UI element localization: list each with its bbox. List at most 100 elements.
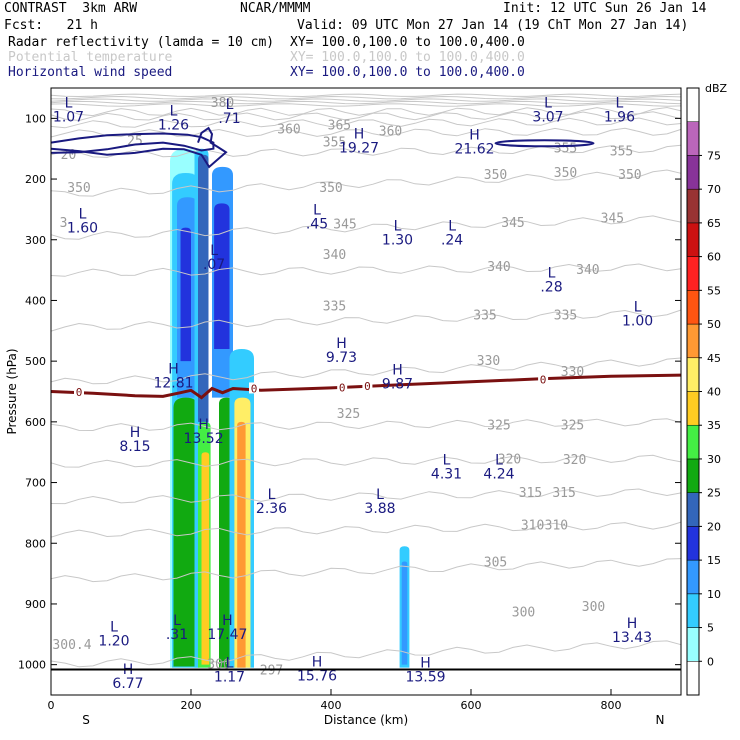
x-end-label-south: S [82, 713, 90, 727]
extremum-letter: H [420, 656, 431, 672]
theta-label: 300 [582, 600, 605, 615]
colorbar-label: 60 [707, 251, 721, 264]
extremum-value: 2.36 [256, 501, 287, 517]
reflectivity-layer [170, 148, 410, 668]
colorbar-label: 40 [707, 386, 721, 399]
colorbar-segment [686, 391, 700, 426]
x-tick-label: 800 [601, 699, 622, 712]
extremum-letter: L [170, 103, 178, 119]
extremum-value: 1.17 [214, 670, 245, 686]
extremum-letter: H [469, 128, 480, 144]
freezing-label-bg [249, 382, 259, 394]
theta-label: 300 [512, 605, 535, 620]
y-tick-label: 500 [25, 355, 46, 368]
theta-label: 325 [487, 418, 510, 433]
colorbar-segment [686, 458, 700, 493]
extremum-letter: L [79, 207, 87, 223]
theta-label: 335 [323, 300, 346, 315]
freezing-label-bg [337, 381, 348, 393]
colorbar-label: 25 [707, 487, 721, 500]
theta-contour [50, 640, 682, 668]
extremum-value: 1.07 [53, 109, 84, 125]
extremum-letter: L [226, 97, 234, 113]
reflectivity-cell [198, 154, 209, 422]
extremum-letter: L [495, 452, 503, 468]
x-tick-label: 0 [48, 699, 55, 712]
extremum-value: .07 [203, 257, 225, 273]
theta-label: 360 [379, 125, 402, 140]
wind-extrema-layer: L1.07 L1.26L.71H19.27H21.62L3.07L1.96L1.6… [53, 95, 653, 691]
extremum-value: 1.30 [382, 233, 413, 249]
theta-label: 350 [319, 181, 342, 196]
theta-label: 325 [561, 418, 584, 433]
extremum-letter: L [65, 95, 73, 111]
colorbar-segment [686, 627, 700, 662]
theta-label: 330 [477, 354, 500, 369]
colorbar-segment [686, 492, 700, 527]
x-tick-label: 400 [321, 699, 342, 712]
theta-label: 340 [576, 263, 599, 278]
theta-label: 310 [521, 519, 544, 534]
field-theta-xy: XY= 100.0,100.0 to 100.0,400.0 [290, 50, 525, 65]
colorbar-segment [686, 188, 700, 224]
theta-contour [50, 558, 682, 583]
extremum-letter: L [615, 95, 623, 111]
theta-label: 340 [487, 260, 510, 275]
theta-label: 340 [323, 248, 346, 263]
x-end-label-north: N [656, 713, 665, 727]
extremum-letter: L [448, 219, 456, 235]
freezing-level-line [50, 373, 682, 400]
field-wind-label: Horizontal wind speed [8, 65, 173, 80]
reflectivity-cell [214, 203, 230, 350]
extremum-value: .45 [306, 216, 328, 232]
extremum-value: 1.00 [622, 313, 653, 329]
extremum-letter: L [268, 487, 276, 503]
theta-label: 355 [323, 136, 346, 151]
theta-label: 350 [554, 166, 577, 181]
theta-label: 335 [554, 309, 577, 324]
theta-label: 25 [127, 134, 143, 149]
extremum-letter: L [548, 265, 556, 281]
extremum-value: 1.26 [158, 117, 189, 133]
theta-contour-upper [50, 95, 682, 100]
colorbar-segment [686, 290, 700, 325]
theta-label: 320 [498, 452, 521, 467]
theta-contour-upper [50, 100, 682, 105]
model-title: CONTRAST 3km ARW [4, 1, 138, 16]
extremum-letter: H [354, 126, 365, 142]
extremum-value: 13.43 [612, 630, 652, 646]
y-axis-label: Pressure (hPa) [5, 348, 19, 434]
field-theta-label: Potential temperature [8, 50, 173, 65]
theta-contour [50, 309, 682, 332]
freezing-label-bg [74, 386, 84, 398]
extremum-value: 13.59 [405, 670, 445, 686]
freezing-label-bg [362, 380, 373, 392]
extremum-letter: H [130, 425, 141, 441]
colorbar-label: 20 [707, 520, 721, 533]
y-tick-label: 300 [25, 234, 46, 247]
colorbar-segment [686, 121, 700, 156]
colorbar-segment [686, 357, 700, 392]
colorbar-segment [686, 424, 700, 460]
theta-label: 380 [211, 96, 234, 111]
theta-label: 325 [337, 407, 360, 422]
extremum-value: 8.15 [119, 439, 150, 455]
freezing-level-label: 0 [540, 373, 547, 386]
theta-contour [50, 521, 682, 538]
theta-label: 355 [554, 142, 577, 157]
theta-contour-upper [50, 103, 682, 107]
extremum-value: 21.62 [454, 142, 494, 158]
colorbar-unit: dBZ [705, 82, 728, 95]
field-reflectivity-xy: XY= 100.0,100.0 to 100.0,400.0 [290, 35, 525, 50]
theta-label: 305 [484, 556, 507, 571]
extremum-value: 3.88 [364, 501, 395, 517]
extremum-value: 9.73 [326, 350, 357, 366]
extremum-letter: H [336, 336, 347, 352]
theta-contour [50, 144, 682, 158]
colorbar-segment [686, 155, 700, 190]
plot-frame [50, 87, 682, 696]
extremum-letter: L [544, 95, 552, 111]
init-time: Init: 12 UTC Sun 26 Jan 14 [503, 1, 707, 16]
theta-label: 360 [277, 122, 300, 137]
